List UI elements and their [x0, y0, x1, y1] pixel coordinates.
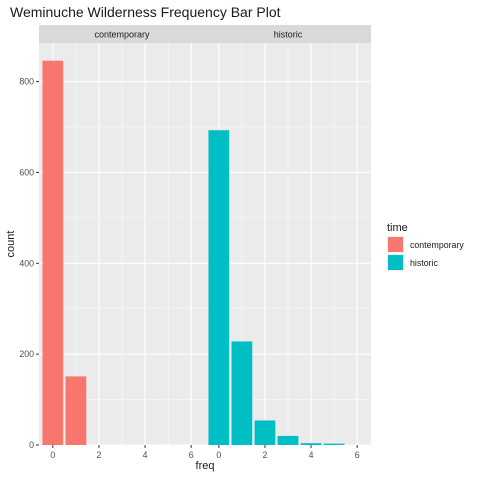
y-axis-title: count: [5, 231, 17, 258]
x-tick-label: 6: [189, 450, 194, 460]
strip-label: contemporary: [94, 30, 150, 40]
x-axis-title: freq: [196, 460, 215, 472]
x-tick-label: 2: [262, 450, 267, 460]
legend-key-contemporary: [388, 237, 403, 252]
y-tick-label: 800: [19, 77, 34, 87]
x-tick-label: 0: [50, 450, 55, 460]
facet-panel-contemporary: contemporary 0 2 4 6 0 200 400 600 800: [19, 25, 205, 460]
y-tick-label: 400: [19, 258, 34, 268]
facet-panels: contemporary 0 2 4 6 0 200 400 600 800 historic 0 2 4…: [19, 25, 371, 460]
x-tick-label: 4: [309, 450, 314, 460]
x-tick-label: 4: [143, 450, 148, 460]
bar: [300, 443, 322, 445]
x-tick-label: 6: [355, 450, 360, 460]
strip-background: [39, 25, 205, 43]
bar: [65, 376, 87, 445]
strip-background: [205, 25, 371, 43]
facet-panel-historic: historic 0 2 4 6: [205, 25, 371, 460]
strip-label: historic: [274, 30, 303, 40]
legend-key-historic: [388, 255, 403, 270]
bar: [323, 443, 345, 445]
legend-label: contemporary: [410, 240, 464, 250]
legend: time contemporary historic: [387, 222, 464, 271]
legend-title: time: [387, 222, 408, 234]
bar: [254, 420, 276, 445]
x-tick-label: 0: [216, 450, 221, 460]
y-tick-label: 600: [19, 167, 34, 177]
bar: [208, 130, 230, 445]
bar: [42, 60, 64, 445]
bar: [277, 435, 299, 445]
legend-label: historic: [410, 258, 438, 268]
y-tick-label: 0: [29, 440, 34, 450]
y-tick-label: 200: [19, 349, 34, 359]
x-tick-label: 2: [96, 450, 101, 460]
chart-title: Weminuche Wilderness Frequency Bar Plot: [10, 4, 281, 20]
bar: [231, 341, 253, 445]
